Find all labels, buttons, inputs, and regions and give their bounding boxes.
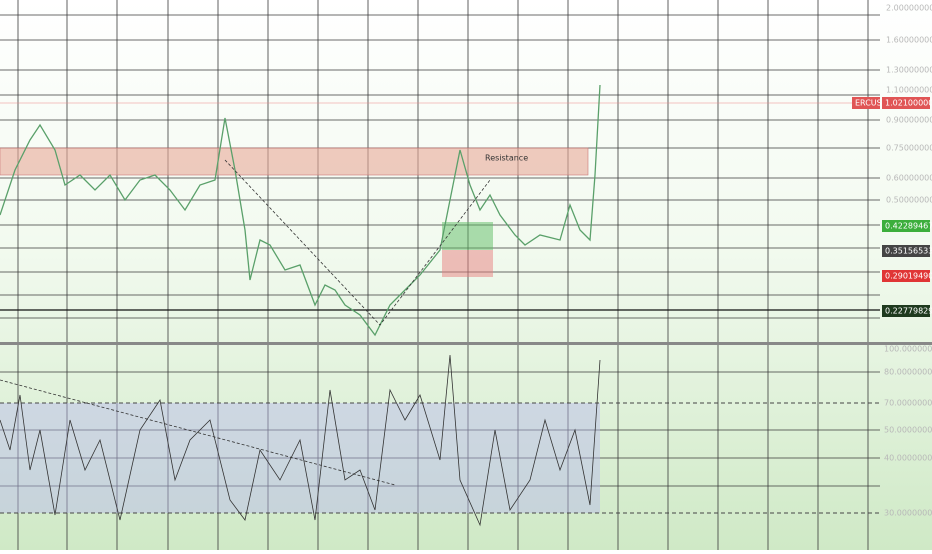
oscillator-series xyxy=(0,354,601,527)
axis-label: 50.00000000 xyxy=(884,426,932,435)
axis-label: 2.00000000 xyxy=(886,4,932,13)
axis-label: 1.10000000 xyxy=(886,86,932,95)
resistance-label: Resistance xyxy=(485,154,528,163)
resistance-zone xyxy=(0,147,589,176)
symbol-tag xyxy=(852,97,880,109)
price-tag-text: 0.22779829 xyxy=(885,307,932,316)
price-tag xyxy=(882,220,930,232)
panel-separator xyxy=(0,342,932,345)
price-tag xyxy=(882,245,930,257)
price-tag xyxy=(882,270,930,282)
symbol-tag-text: ERCUSD xyxy=(855,99,888,108)
trend-line xyxy=(224,159,491,326)
axis-label: 0.50000000 xyxy=(886,196,932,205)
price-tag-text: 0.42289467 xyxy=(885,222,932,231)
axis-label: 0.90000000 xyxy=(886,116,932,125)
osc-trend-line xyxy=(0,379,396,486)
price-series xyxy=(0,84,601,337)
oscillator-axis: 100.00000000 80.00000000 70.00000000 50.… xyxy=(884,345,932,518)
price-tag xyxy=(882,305,930,317)
axis-label: 30.00000000 xyxy=(884,509,932,518)
axis-label: 0.75000000 xyxy=(886,144,932,153)
price-tag xyxy=(882,97,930,109)
axis-label: 70.00000000 xyxy=(884,399,932,408)
price-axis: 2.00000000 1.60000000 1.30000000 1.10000… xyxy=(852,4,932,317)
target-zone xyxy=(442,222,493,250)
price-tag-text: 0.29019490 xyxy=(885,272,932,281)
axis-label: 1.30000000 xyxy=(886,66,932,75)
axis-label: 0.60000000 xyxy=(886,174,932,183)
axis-label: 40.00000000 xyxy=(884,454,932,463)
stop-zone xyxy=(442,250,493,277)
oscillator-band xyxy=(0,403,600,513)
axis-label: 1.60000000 xyxy=(886,36,932,45)
axis-label: 80.00000000 xyxy=(884,368,932,377)
price-tag-text: 0.35156533 xyxy=(885,247,932,256)
price-tag-text: 1.02100000 xyxy=(885,99,932,108)
axis-label: 100.00000000 xyxy=(884,345,932,354)
